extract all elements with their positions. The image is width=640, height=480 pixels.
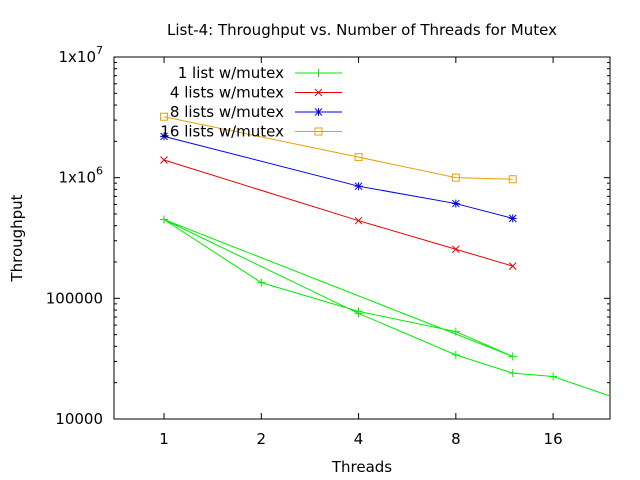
series-3 bbox=[160, 112, 517, 184]
series-line bbox=[163, 159, 513, 267]
series-1 bbox=[160, 156, 517, 270]
data-point bbox=[257, 278, 266, 287]
legend-label: 4 lists w/mutex bbox=[170, 84, 284, 102]
data-point bbox=[451, 245, 460, 254]
data-point bbox=[508, 352, 517, 361]
legend-label: 8 lists w/mutex bbox=[170, 103, 284, 121]
data-point bbox=[451, 350, 460, 359]
series-line bbox=[163, 116, 513, 180]
legend-marker bbox=[314, 88, 323, 97]
legend-label: 16 lists w/mutex bbox=[160, 123, 284, 141]
data-point bbox=[160, 215, 169, 224]
y-tick-label: 10000 bbox=[55, 410, 103, 428]
data-point bbox=[160, 156, 168, 164]
data-point bbox=[354, 309, 363, 318]
data-point bbox=[508, 369, 517, 378]
legend-label: 1 list w/mutex bbox=[178, 64, 284, 82]
y-tick-label: 1x106 bbox=[58, 165, 103, 187]
x-tick-label: 1 bbox=[159, 430, 169, 448]
y-tick-label: 100000 bbox=[46, 289, 103, 307]
legend-marker bbox=[314, 127, 323, 136]
data-point bbox=[160, 112, 169, 121]
data-point bbox=[508, 214, 517, 223]
legend-marker bbox=[314, 108, 323, 116]
data-point bbox=[354, 216, 363, 225]
chart-title: List-4: Throughput vs. Number of Threads… bbox=[167, 21, 557, 39]
data-point bbox=[451, 327, 460, 336]
x-axis-label: Threads bbox=[331, 458, 392, 476]
series-line bbox=[163, 135, 513, 219]
data-point bbox=[354, 153, 363, 162]
data-point bbox=[354, 182, 363, 191]
series-line bbox=[163, 219, 611, 397]
data-point bbox=[451, 199, 460, 208]
data-point bbox=[549, 372, 558, 381]
x-tick-label: 2 bbox=[257, 430, 267, 448]
data-point bbox=[451, 173, 460, 182]
x-tick-label: 4 bbox=[354, 430, 364, 448]
y-axis-label: Throughput bbox=[8, 194, 26, 282]
data-point bbox=[508, 262, 517, 270]
plot-frame bbox=[113, 56, 611, 420]
series-2 bbox=[160, 132, 517, 223]
x-tick-label: 16 bbox=[544, 430, 563, 448]
legend-marker bbox=[314, 69, 323, 77]
data-point bbox=[508, 175, 517, 184]
series-0 bbox=[160, 215, 611, 397]
x-tick-label: 8 bbox=[451, 430, 461, 448]
data-point bbox=[160, 132, 169, 141]
y-tick-label: 1x107 bbox=[58, 44, 103, 66]
